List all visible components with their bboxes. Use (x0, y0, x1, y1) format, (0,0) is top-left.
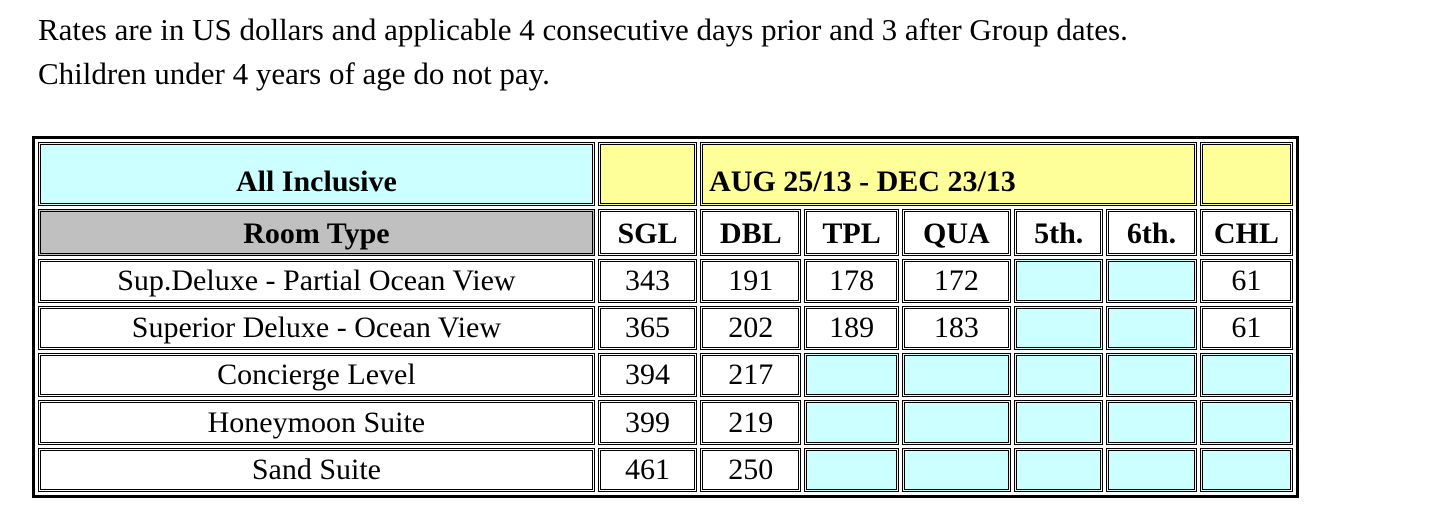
rate-chl (1199, 447, 1293, 492)
table-row: Honeymoon Suite 399 219 (38, 400, 1293, 445)
rate-qua (901, 447, 1012, 492)
column-header-qua: QUA (901, 209, 1012, 256)
rate-dbl: 202 (700, 305, 802, 351)
table-row: Sand Suite 461 250 (38, 447, 1293, 492)
rate-sgl: 461 (597, 447, 698, 492)
rates-note-children: Children under 4 years of age do not pay… (38, 56, 550, 91)
rate-tpl: 178 (804, 258, 899, 303)
column-header-dbl: DBL (700, 209, 802, 256)
rate-5th (1014, 258, 1104, 303)
room-name: Sup.Deluxe - Partial Ocean View (38, 258, 595, 303)
rate-5th (1014, 400, 1104, 445)
table-row: Superior Deluxe - Ocean View 365 202 189… (38, 305, 1293, 351)
rate-6th (1106, 447, 1197, 492)
rate-chl: 61 (1199, 258, 1293, 303)
rate-sgl: 343 (597, 258, 698, 303)
rate-qua: 172 (901, 258, 1012, 303)
date-range-label: AUG 25/13 - DEC 23/13 (700, 142, 1197, 207)
rates-note-currency: Rates are in US dollars and applicable 4… (38, 12, 1128, 47)
rate-5th (1014, 305, 1104, 351)
rate-chl (1199, 353, 1293, 398)
rate-6th (1106, 305, 1197, 351)
column-header-sgl: SGL (597, 209, 698, 256)
rate-qua (901, 400, 1012, 445)
meal-plan-label: All Inclusive (38, 142, 595, 207)
column-header-5th: 5th. (1014, 209, 1104, 256)
rate-6th (1106, 353, 1197, 398)
table-row: Sup.Deluxe - Partial Ocean View 343 191 … (38, 258, 1293, 303)
rate-6th (1106, 258, 1197, 303)
rate-tpl (804, 400, 899, 445)
rate-qua: 183 (901, 305, 1012, 351)
rate-chl: 61 (1199, 305, 1293, 351)
rate-6th (1106, 400, 1197, 445)
room-name: Sand Suite (38, 447, 595, 492)
rate-chl (1199, 400, 1293, 445)
rate-5th (1014, 353, 1104, 398)
column-header-row: Room Type SGL DBL TPL QUA 5th. 6th. CHL (38, 209, 1293, 256)
column-header-6th: 6th. (1106, 209, 1197, 256)
rate-tpl (804, 353, 899, 398)
room-type-header: Room Type (38, 209, 595, 256)
header-blank-cell (597, 142, 698, 207)
rate-dbl: 219 (700, 400, 802, 445)
rate-tpl: 189 (804, 305, 899, 351)
rate-dbl: 250 (700, 447, 802, 492)
rates-table: All Inclusive AUG 25/13 - DEC 23/13 Room… (32, 136, 1299, 498)
rates-notes: Rates are in US dollars and applicable 4… (38, 8, 1128, 96)
rate-dbl: 217 (700, 353, 802, 398)
rate-dbl: 191 (700, 258, 802, 303)
rate-qua (901, 353, 1012, 398)
rate-5th (1014, 447, 1104, 492)
rate-tpl (804, 447, 899, 492)
room-name: Honeymoon Suite (38, 400, 595, 445)
room-name: Superior Deluxe - Ocean View (38, 305, 595, 351)
table-row: Concierge Level 394 217 (38, 353, 1293, 398)
table-title-row: All Inclusive AUG 25/13 - DEC 23/13 (38, 142, 1293, 207)
column-header-tpl: TPL (804, 209, 899, 256)
rate-sgl: 365 (597, 305, 698, 351)
header-blank-cell (1199, 142, 1293, 207)
rate-sgl: 394 (597, 353, 698, 398)
column-header-chl: CHL (1199, 209, 1293, 256)
rate-sgl: 399 (597, 400, 698, 445)
room-name: Concierge Level (38, 353, 595, 398)
